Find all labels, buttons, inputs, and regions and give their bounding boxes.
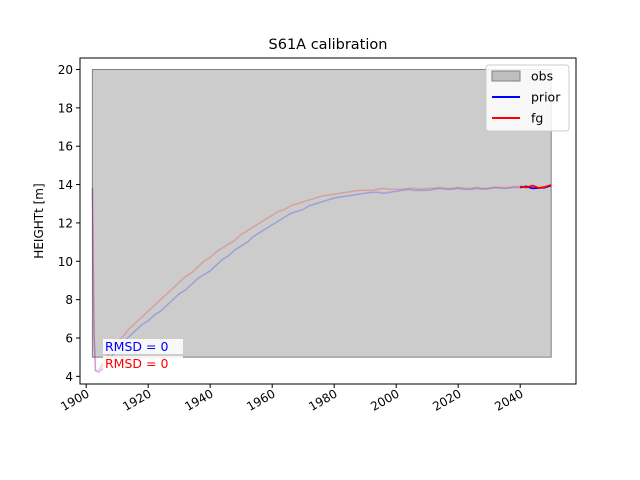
y-tick-label-14: 14	[58, 178, 73, 192]
y-tick-label-16: 16	[58, 140, 73, 154]
legend-label-prior: prior	[531, 90, 561, 105]
y-axis-label: HEIGHTt [m]	[32, 183, 46, 258]
legend: obs prior fg	[485, 64, 570, 132]
chart-title: S61A calibration	[269, 37, 388, 53]
y-tick-label-18: 18	[58, 101, 73, 115]
axes-frame	[79, 57, 577, 385]
y-tick-label-10: 10	[58, 255, 73, 269]
obs-band	[91, 69, 552, 358]
series-line-prior	[91, 186, 521, 374]
legend-label-fg: fg	[531, 111, 543, 126]
legend-swatch-obs	[491, 70, 521, 82]
y-tick-label-6: 6	[65, 331, 73, 345]
rmsd-label: RMSD = 0	[105, 356, 168, 371]
rmsd-label-bg	[103, 339, 183, 354]
y-tick-label-4: 4	[65, 370, 73, 384]
annotations-layer: RMSD = 0 RMSD = 0	[103, 339, 183, 371]
series-layer	[91, 184, 552, 374]
obs-band-layer	[91, 69, 552, 358]
y-axis: 4 6 8 10 12 14 16 18 20	[58, 63, 80, 384]
rmsd-label: RMSD = 0	[105, 339, 168, 354]
highlight-line-fg	[520, 184, 552, 189]
y-tick-label-8: 8	[65, 293, 73, 307]
series-line-fg	[91, 185, 521, 372]
rmsd-label-bg	[103, 356, 183, 371]
y-tick-label-20: 20	[58, 63, 73, 77]
legend-label-obs: obs	[531, 69, 553, 84]
y-tick-label-12: 12	[58, 216, 73, 230]
